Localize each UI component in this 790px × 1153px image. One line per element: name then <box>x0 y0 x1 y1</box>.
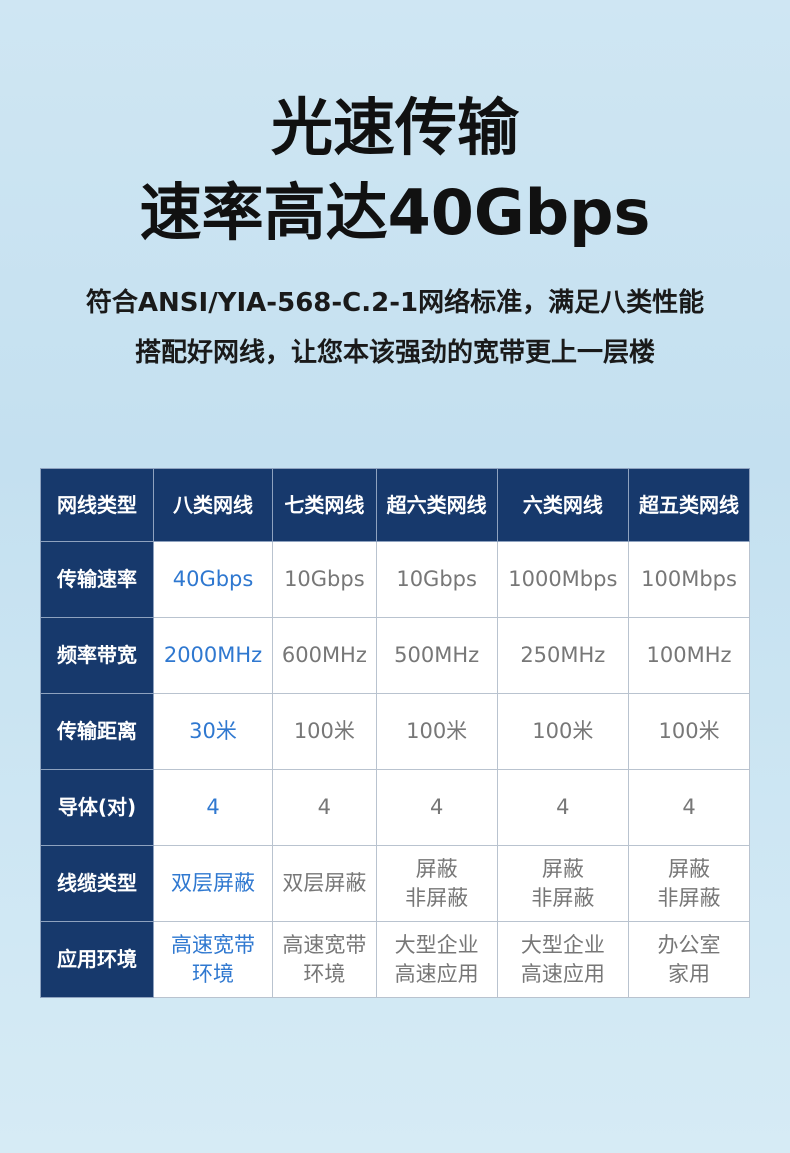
row-label: 应用环境 <box>40 921 154 998</box>
cell-line: 屏蔽 <box>668 856 711 881</box>
table-cell: 大型企业 高速应用 <box>375 921 498 998</box>
subtitle-line2: 搭配好网线，让您本该强劲的宽带更上一层楼 <box>134 338 655 368</box>
table-row: 传输速率 40Gbps 10Gbps 10Gbps 1000Mbps 100Mbps <box>40 541 750 618</box>
table-cell: 高速宽带 环境 <box>272 921 377 998</box>
table-cell: 屏蔽 非屏蔽 <box>496 845 630 922</box>
column-header: 网线类型 <box>40 468 154 542</box>
headline-line2: 速率高达40Gbps <box>139 176 651 249</box>
table-row: 传输距离 30米 100米 100米 100米 100米 <box>40 693 750 770</box>
table-cell: 4 <box>496 769 630 846</box>
table-cell: 1000Mbps <box>496 541 630 618</box>
table-row: 线缆类型 双层屏蔽 双层屏蔽 屏蔽 非屏蔽 屏蔽 非屏蔽 屏蔽 非屏蔽 <box>40 845 750 922</box>
cell-line: 大型企业 <box>520 932 605 957</box>
column-header: 超六类网线 <box>375 468 498 542</box>
cell-line: 高速应用 <box>520 961 605 986</box>
table-row: 导体(对) 4 4 4 4 4 <box>40 769 750 846</box>
table-cell: 100米 <box>628 693 750 770</box>
row-label: 传输距离 <box>40 693 154 770</box>
table-cell: 高速宽带 环境 <box>152 921 274 998</box>
table-cell: 100米 <box>375 693 498 770</box>
table-cell: 4 <box>272 769 377 846</box>
cell-line: 环境 <box>192 961 235 986</box>
subtitle-line1: 符合ANSI/YIA-568-C.2-1网络标准，满足八类性能 <box>85 288 705 318</box>
cell-line: 大型企业 <box>394 932 479 957</box>
table-cell: 办公室 家用 <box>628 921 750 998</box>
table-cell: 双层屏蔽 <box>152 845 274 922</box>
table-row: 应用环境 高速宽带 环境 高速宽带 环境 大型企业 高速应用 大型企业 高速应用 办公室 家用 <box>40 921 750 998</box>
row-label: 频率带宽 <box>40 617 154 694</box>
column-header: 六类网线 <box>496 468 630 542</box>
table-cell: 屏蔽 非屏蔽 <box>375 845 498 922</box>
comparison-table: 网线类型 八类网线 七类网线 超六类网线 六类网线 超五类网线 传输速率 40Gbps 10G… <box>40 468 750 998</box>
cell-line: 双层屏蔽 <box>282 871 367 895</box>
column-header: 超五类网线 <box>628 468 750 542</box>
cell-line: 高速宽带 <box>171 932 256 957</box>
table-cell: 600MHz <box>272 617 377 694</box>
table-cell: 大型企业 高速应用 <box>496 921 630 998</box>
row-label: 线缆类型 <box>40 845 154 922</box>
headline-line1: 光速传输 <box>270 91 519 164</box>
table-cell: 4 <box>375 769 498 846</box>
table-cell: 500MHz <box>375 617 498 694</box>
table-cell: 100米 <box>496 693 630 770</box>
table-cell: 250MHz <box>496 617 630 694</box>
cell-line: 高速宽带 <box>282 932 367 957</box>
row-label: 传输速率 <box>40 541 154 618</box>
cell-line: 高速应用 <box>394 961 479 986</box>
table-cell: 100米 <box>272 693 377 770</box>
table-row: 频率带宽 2000MHz 600MHz 500MHz 250MHz 100MHz <box>40 617 750 694</box>
cell-line: 屏蔽 <box>541 856 584 881</box>
column-header: 七类网线 <box>272 468 377 542</box>
table-cell: 2000MHz <box>152 617 274 694</box>
table-cell: 10Gbps <box>375 541 498 618</box>
table-cell: 4 <box>628 769 750 846</box>
cell-line: 家用 <box>668 961 711 986</box>
table-cell: 100Mbps <box>628 541 750 618</box>
table-cell: 40Gbps <box>152 541 274 618</box>
column-header: 八类网线 <box>152 468 274 542</box>
table-cell: 4 <box>152 769 274 846</box>
table-cell: 100MHz <box>628 617 750 694</box>
cell-line: 非屏蔽 <box>405 885 469 910</box>
table-header-row: 网线类型 八类网线 七类网线 超六类网线 六类网线 超五类网线 <box>40 468 750 542</box>
row-label: 导体(对) <box>40 769 154 846</box>
table-cell: 30米 <box>152 693 274 770</box>
table-cell: 10Gbps <box>272 541 377 618</box>
cell-line: 非屏蔽 <box>657 885 721 910</box>
table-cell: 双层屏蔽 <box>272 845 377 922</box>
cell-line: 双层屏蔽 <box>171 871 256 895</box>
cell-line: 非屏蔽 <box>531 885 595 910</box>
cell-line: 屏蔽 <box>415 856 458 881</box>
cell-line: 环境 <box>303 961 346 986</box>
cell-line: 办公室 <box>657 932 721 957</box>
table-cell: 屏蔽 非屏蔽 <box>628 845 750 922</box>
